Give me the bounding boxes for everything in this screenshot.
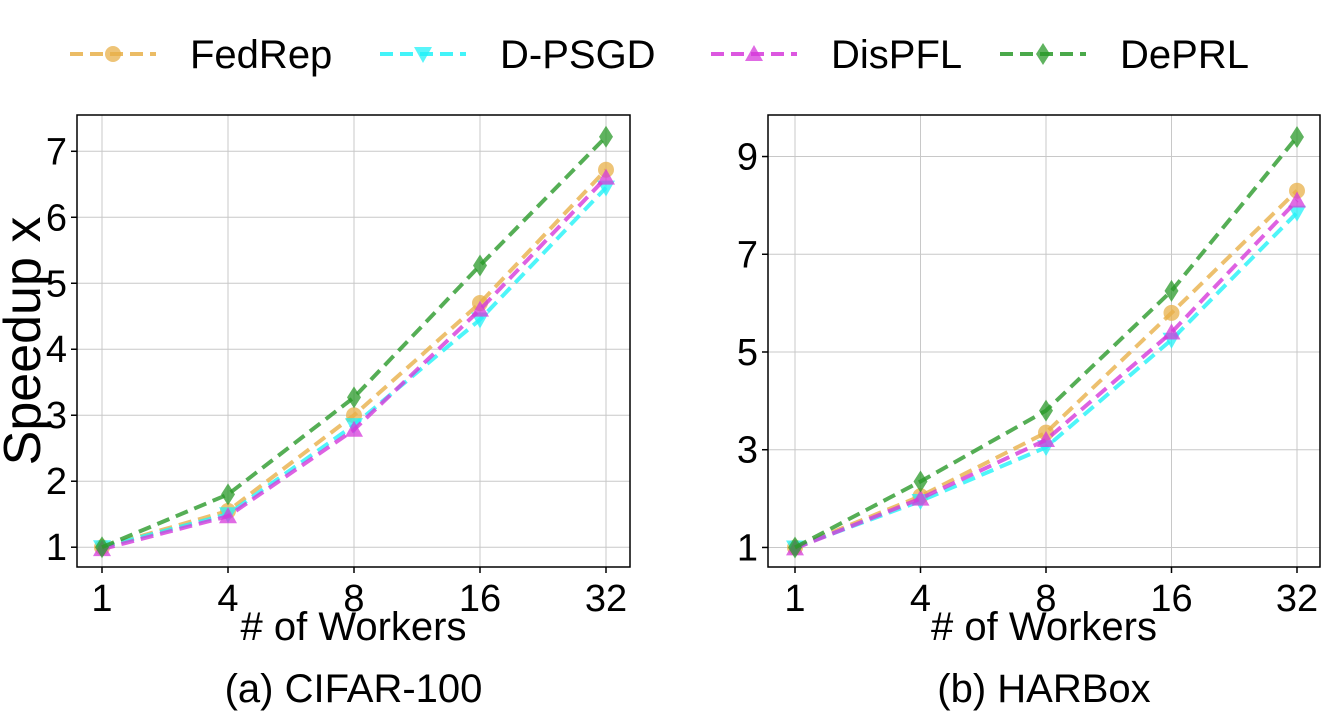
x-tick-label: 32 (585, 578, 627, 620)
legend-circle-marker-icon (105, 46, 121, 62)
x-tick-label: 16 (1150, 578, 1192, 620)
subplot-caption: (a) CIFAR-100 (225, 667, 483, 711)
x-tick-label: 32 (1276, 578, 1318, 620)
data-point-dispfl (471, 300, 489, 317)
series-line-dispfl (794, 199, 1299, 551)
data-point-deprl (1039, 399, 1053, 422)
x-tick-label: 1 (91, 578, 112, 620)
legend-label-fedrep: FedRep (190, 33, 332, 77)
plot-frame (767, 114, 1321, 568)
series-deprl (95, 125, 613, 559)
data-point-deprl (221, 483, 235, 506)
data-point-deprl (788, 536, 802, 559)
x-tick-label: 4 (217, 578, 238, 620)
legend-label-dispfl: DisPFL (831, 33, 962, 77)
legend-up-triangle-marker-icon (745, 45, 763, 61)
x-axis-label: # of Workers (241, 605, 467, 649)
y-tick-label: 5 (737, 332, 758, 374)
chart-harbox: 1 4 8 16 32 1 3 5 7 9 # of Workers (b) HARBox (737, 114, 1321, 711)
data-point-dispfl (911, 489, 930, 506)
x-tick-label: 1 (784, 578, 805, 620)
y-axis-label: Speedup x (0, 217, 52, 466)
y-tick-label: 7 (46, 131, 67, 173)
legend-item-dispfl: DisPFL (711, 33, 962, 77)
y-tick-label: 3 (46, 395, 67, 437)
legend-item-deprl: DePRL (1000, 33, 1249, 77)
legend-item-d-psgd: D-PSGD (380, 33, 656, 77)
data-point-dispfl (1037, 430, 1055, 447)
x-axis-label: # of Workers (931, 605, 1157, 649)
data-point-fedrep (1163, 304, 1180, 321)
data-point-deprl (599, 125, 613, 148)
legend-label-deprl: DePRL (1120, 33, 1249, 77)
data-point-deprl (913, 470, 928, 493)
data-point-deprl (95, 536, 109, 559)
subplot-caption: (b) HARBox (937, 667, 1150, 711)
x-tick-label: 8 (343, 578, 364, 620)
y-tick-label: 3 (737, 430, 758, 472)
y-tick-label: 7 (737, 234, 758, 276)
data-point-fedrep (1289, 182, 1305, 199)
data-point-d-psgd (1288, 205, 1306, 222)
legend-diamond-marker-icon (1036, 43, 1050, 65)
data-point-dispfl (219, 507, 237, 524)
x-tick-label: 16 (459, 578, 501, 620)
y-tick-label: 1 (46, 527, 67, 569)
grid (77, 115, 630, 567)
x-tick-label: 8 (1035, 578, 1056, 620)
grid (768, 115, 1320, 567)
data-point-deprl (473, 254, 487, 277)
data-point-dispfl (345, 420, 363, 437)
data-point-dispfl (1162, 323, 1181, 340)
legend-down-triangle-marker-icon (414, 47, 432, 63)
legend-label-d-psgd: D-PSGD (500, 33, 656, 77)
y-tick-label: 4 (46, 329, 67, 371)
x-tick-label: 4 (910, 578, 931, 620)
data-point-deprl (1164, 279, 1179, 302)
legend-item-fedrep: FedRep (70, 33, 332, 77)
y-tick-label: 1 (737, 527, 758, 569)
chart-cifar-100: 1 4 8 16 32 1 2 3 4 5 6 7 # of Workers Speedup x (a) C… (0, 114, 631, 711)
y-tick-label: 5 (46, 263, 67, 305)
data-point-deprl (347, 386, 361, 409)
legend: FedRep D-PSGD DisPFL DePRL (70, 33, 1249, 77)
data-point-dispfl (597, 168, 615, 185)
series-deprl (788, 125, 1304, 559)
y-tick-label: 9 (737, 137, 758, 179)
series-line-deprl (101, 135, 608, 550)
y-tick-label: 2 (46, 461, 67, 503)
y-tick-label: 6 (46, 197, 67, 239)
data-point-deprl (1290, 125, 1304, 148)
data-point-dispfl (1288, 191, 1306, 208)
